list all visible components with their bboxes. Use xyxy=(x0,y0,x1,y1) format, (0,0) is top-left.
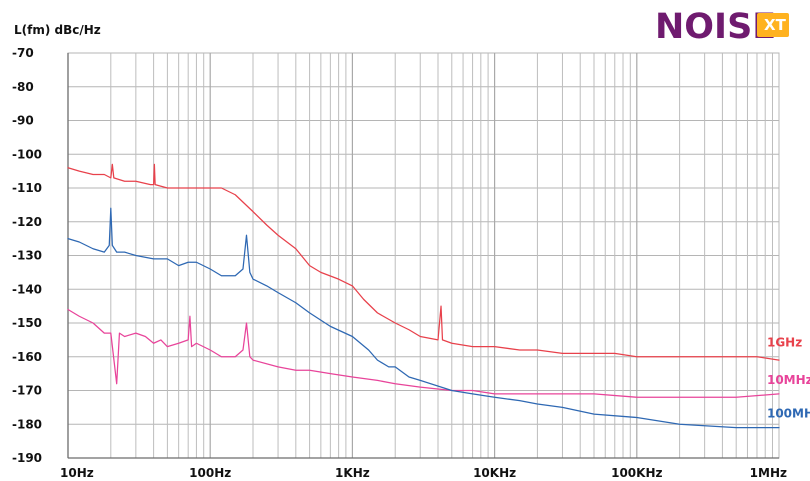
x-tick-label: 100KHz xyxy=(611,466,662,480)
brand-text: NOISE xyxy=(655,7,776,47)
y-tick-label: -70 xyxy=(12,46,34,60)
y-tick-label: -140 xyxy=(12,282,42,296)
axes-layer: -70 -80 -90 -100 -110 -120 -130 -140 -150 -160 -17… xyxy=(12,46,787,480)
brand-badge-bg xyxy=(757,13,789,37)
y-tick-label: -170 xyxy=(12,384,42,398)
x-tick-label: 1MHz xyxy=(750,466,787,480)
y-tick-label: -100 xyxy=(12,147,42,161)
x-tick-label: 10Hz xyxy=(60,466,94,480)
y-axis-label: L(fm) dBc/Hz xyxy=(14,23,101,37)
series-label-100mhz: 100MHz xyxy=(767,407,810,421)
series-line-1ghz xyxy=(67,163,780,361)
y-tick-label: -120 xyxy=(12,215,42,229)
brand-logo: NOISE XT xyxy=(655,7,789,47)
series-label-10mhz: 10MHz xyxy=(767,373,810,387)
labels-layer: 1GHz 10MHz 100MHz xyxy=(767,336,810,421)
y-tick-label: -190 xyxy=(12,451,42,465)
series-label-1ghz: 1GHz xyxy=(767,336,802,350)
y-tick-label: -110 xyxy=(12,181,42,195)
x-tick-label: 1KHz xyxy=(335,466,370,480)
y-tick-label: -80 xyxy=(12,80,34,94)
brand-badge-text: XT xyxy=(764,16,787,34)
x-tick-label: 100Hz xyxy=(189,466,231,480)
y-tick-label: -180 xyxy=(12,417,42,431)
y-tick-label: -160 xyxy=(12,350,42,364)
x-tick-label: 10KHz xyxy=(473,466,516,480)
y-tick-label: -150 xyxy=(12,316,42,330)
series-line-100mhz xyxy=(67,207,780,429)
y-tick-label: -130 xyxy=(12,249,42,263)
grid-layer xyxy=(67,52,780,459)
series-line-10mhz xyxy=(67,308,780,398)
y-tick-label: -90 xyxy=(12,114,34,128)
series-layer xyxy=(67,163,780,429)
